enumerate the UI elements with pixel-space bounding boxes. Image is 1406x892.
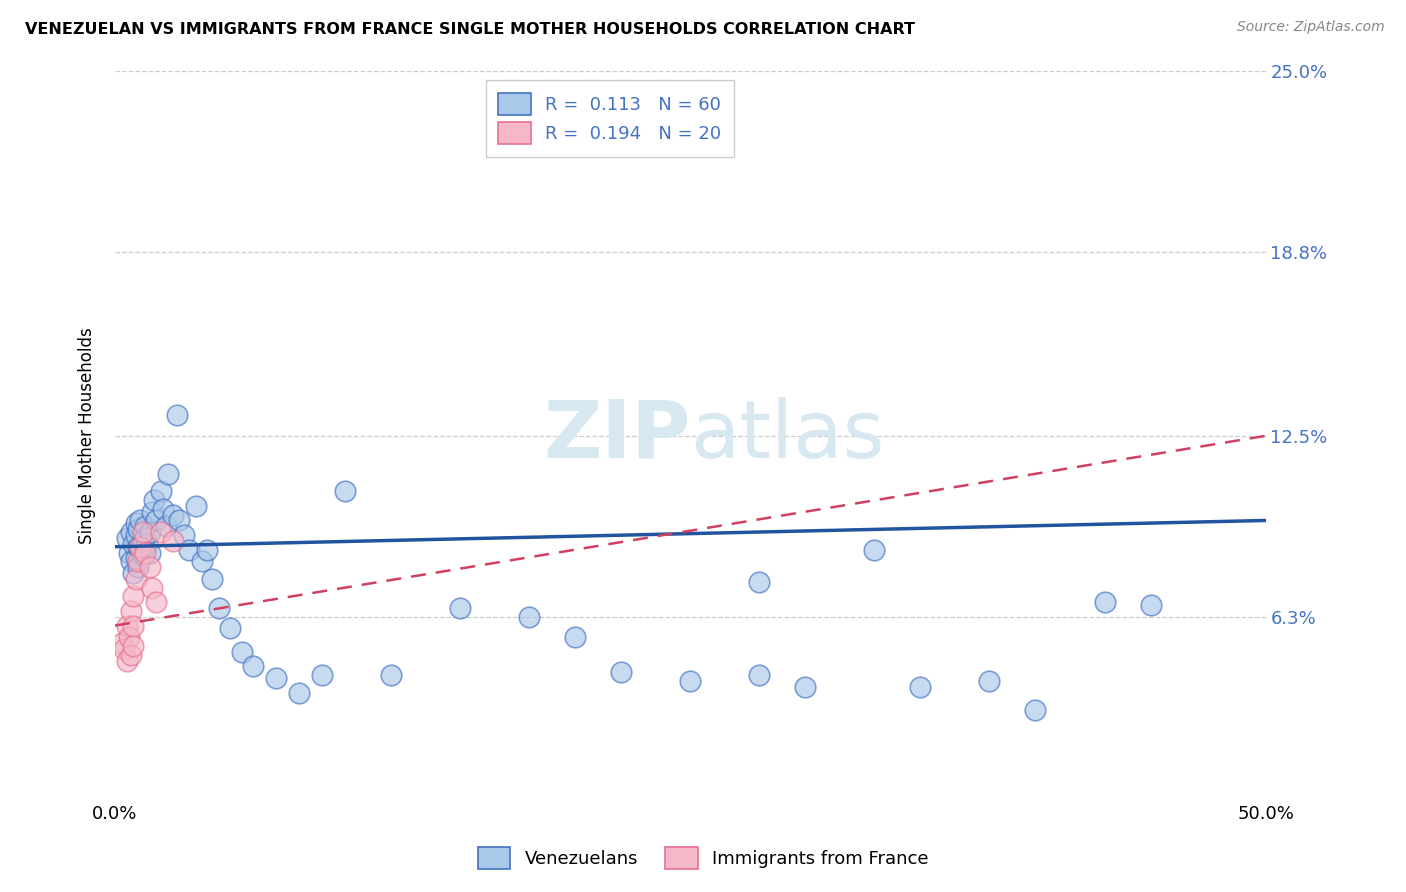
- Point: [115, 531, 138, 545]
- Point: [156, 467, 179, 481]
- Point: [162, 533, 184, 548]
- Point: [122, 537, 145, 551]
- Text: Source: ZipAtlas.com: Source: ZipAtlas.com: [1237, 20, 1385, 34]
- Text: ZIP: ZIP: [543, 397, 690, 475]
- Point: [449, 601, 471, 615]
- Point: [242, 659, 264, 673]
- Point: [311, 668, 333, 682]
- Point: [748, 668, 770, 682]
- Point: [115, 618, 138, 632]
- Point: [122, 590, 145, 604]
- Point: [120, 604, 142, 618]
- Point: [111, 636, 134, 650]
- Point: [112, 641, 135, 656]
- Point: [127, 540, 149, 554]
- Point: [1094, 595, 1116, 609]
- Point: [748, 574, 770, 589]
- Point: [264, 671, 287, 685]
- Point: [219, 622, 242, 636]
- Point: [177, 542, 200, 557]
- Legend: Venezuelans, Immigrants from France: Venezuelans, Immigrants from France: [468, 838, 938, 879]
- Point: [138, 560, 160, 574]
- Point: [150, 484, 173, 499]
- Point: [207, 601, 229, 615]
- Text: VENEZUELAN VS IMMIGRANTS FROM FRANCE SINGLE MOTHER HOUSEHOLDS CORRELATION CHART: VENEZUELAN VS IMMIGRANTS FROM FRANCE SIN…: [25, 22, 915, 37]
- Point: [134, 531, 156, 545]
- Point: [125, 528, 148, 542]
- Point: [169, 513, 191, 527]
- Point: [134, 519, 156, 533]
- Point: [150, 525, 173, 540]
- Point: [564, 630, 586, 644]
- Point: [129, 542, 152, 557]
- Point: [122, 618, 145, 632]
- Point: [1139, 598, 1161, 612]
- Point: [610, 665, 633, 680]
- Point: [129, 540, 152, 554]
- Point: [141, 505, 163, 519]
- Point: [118, 630, 141, 644]
- Point: [1024, 703, 1046, 717]
- Point: [122, 566, 145, 580]
- Point: [131, 549, 153, 563]
- Point: [127, 560, 149, 574]
- Point: [173, 528, 195, 542]
- Point: [910, 680, 932, 694]
- Point: [152, 501, 174, 516]
- Point: [288, 686, 311, 700]
- Point: [125, 516, 148, 531]
- Point: [122, 639, 145, 653]
- Y-axis label: Single Mother Households: Single Mother Households: [79, 327, 96, 544]
- Point: [184, 499, 207, 513]
- Point: [118, 545, 141, 559]
- Point: [166, 409, 188, 423]
- Point: [191, 554, 214, 568]
- Point: [131, 525, 153, 540]
- Point: [125, 551, 148, 566]
- Point: [115, 654, 138, 668]
- Point: [145, 513, 167, 527]
- Point: [145, 595, 167, 609]
- Point: [136, 537, 159, 551]
- Text: atlas: atlas: [690, 397, 884, 475]
- Point: [138, 525, 160, 540]
- Point: [517, 609, 540, 624]
- Point: [120, 648, 142, 662]
- Point: [863, 542, 886, 557]
- Point: [120, 525, 142, 540]
- Point: [134, 545, 156, 559]
- Point: [120, 554, 142, 568]
- Point: [195, 542, 218, 557]
- Point: [380, 668, 402, 682]
- Point: [127, 554, 149, 568]
- Point: [162, 508, 184, 522]
- Point: [129, 513, 152, 527]
- Point: [794, 680, 817, 694]
- Point: [141, 581, 163, 595]
- Point: [131, 533, 153, 548]
- Point: [125, 572, 148, 586]
- Point: [231, 645, 253, 659]
- Point: [333, 484, 356, 499]
- Point: [143, 493, 166, 508]
- Point: [127, 522, 149, 536]
- Point: [138, 545, 160, 559]
- Point: [679, 673, 702, 688]
- Point: [979, 673, 1001, 688]
- Point: [155, 519, 177, 533]
- Point: [201, 572, 224, 586]
- Legend: R =  0.113   N = 60, R =  0.194   N = 20: R = 0.113 N = 60, R = 0.194 N = 20: [485, 80, 734, 157]
